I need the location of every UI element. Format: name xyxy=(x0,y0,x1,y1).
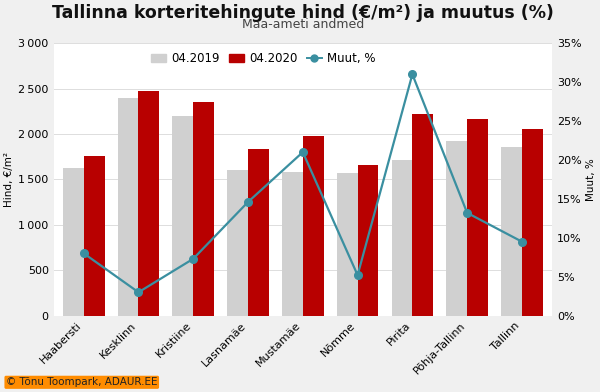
Bar xyxy=(83,156,104,316)
Bar xyxy=(282,172,303,316)
Bar xyxy=(248,149,269,316)
Bar xyxy=(501,147,522,316)
Legend: 04.2019, 04.2020, Muut, %: 04.2019, 04.2020, Muut, % xyxy=(151,52,375,65)
Muut, % xyxy=(299,150,307,154)
Muut, % xyxy=(464,211,471,215)
Bar xyxy=(172,116,193,316)
Bar xyxy=(522,129,543,316)
Title: Tallinna korteritehingute hind (€/m²) ja muutus (%): Tallinna korteritehingute hind (€/m²) ja… xyxy=(52,4,554,22)
Bar xyxy=(446,141,467,316)
Bar xyxy=(139,91,159,316)
Bar xyxy=(193,102,214,316)
Muut, % xyxy=(518,239,526,244)
Bar xyxy=(337,174,358,316)
Text: Maa-ameti andmed: Maa-ameti andmed xyxy=(242,18,364,31)
Muut, % xyxy=(190,256,197,261)
Bar xyxy=(118,98,139,316)
Muut, % xyxy=(244,200,251,204)
Y-axis label: Hind, €/m²: Hind, €/m² xyxy=(4,152,14,207)
Muut, % xyxy=(354,273,361,278)
Muut, % xyxy=(409,72,416,77)
Muut, % xyxy=(80,251,87,256)
Muut, % xyxy=(135,290,142,295)
Text: © Tõnu Toompark, ADAUR.EE: © Tõnu Toompark, ADAUR.EE xyxy=(6,377,157,387)
Bar xyxy=(63,168,83,316)
Bar xyxy=(227,170,248,316)
Bar xyxy=(303,136,323,316)
Bar xyxy=(412,114,433,316)
Y-axis label: Muut, %: Muut, % xyxy=(586,158,596,201)
Bar xyxy=(392,160,412,316)
Line: Muut, %: Muut, % xyxy=(80,71,526,296)
Bar xyxy=(358,165,379,316)
Bar xyxy=(467,118,488,316)
